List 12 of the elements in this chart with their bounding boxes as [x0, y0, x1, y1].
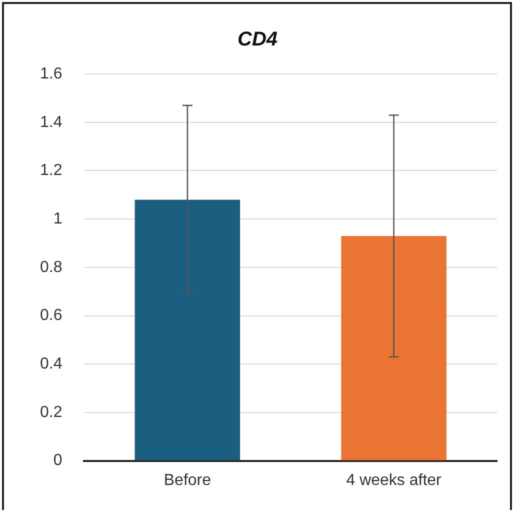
x-tick-label: Before	[164, 472, 212, 489]
y-tick-label: 0.6	[40, 307, 62, 324]
y-tick-label: 0.2	[40, 404, 62, 421]
x-tick-label: 4 weeks after	[346, 472, 442, 489]
chart-title: CD4	[237, 28, 278, 51]
y-tick-label: 0	[53, 452, 62, 470]
y-tick-label: 0.8	[40, 258, 62, 276]
y-tick-label: 1.4	[40, 114, 62, 131]
y-tick-label: 1.6	[40, 65, 62, 82]
y-tick-label: 1	[53, 210, 62, 228]
y-tick-label: 0.4	[40, 356, 62, 373]
y-tick-label: 1.2	[40, 162, 62, 180]
